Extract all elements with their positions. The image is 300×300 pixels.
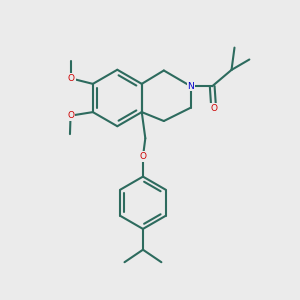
Text: N: N [188, 82, 194, 91]
Text: O: O [67, 111, 74, 120]
Text: O: O [210, 104, 217, 113]
Text: O: O [68, 74, 75, 83]
Text: O: O [140, 152, 146, 161]
